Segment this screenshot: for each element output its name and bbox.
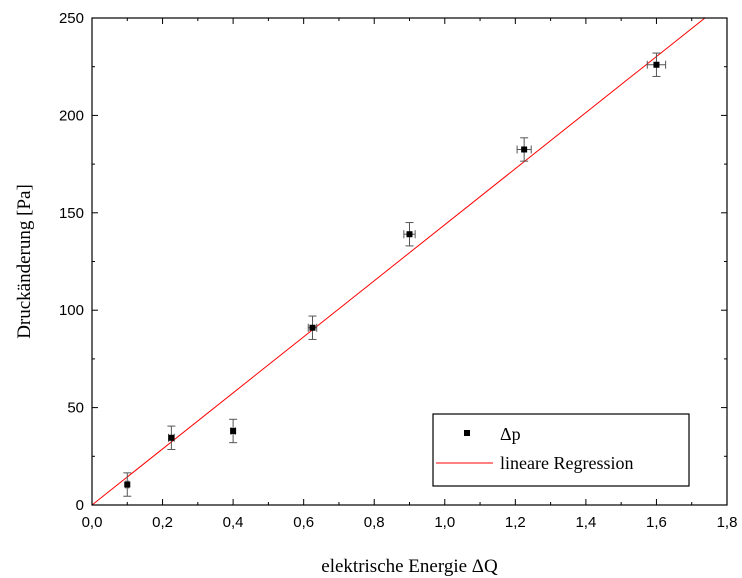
x-tick-label: 0,4 <box>223 514 244 531</box>
data-marker-square <box>230 427 237 434</box>
ticks-layer: 0,0 0,2 0,4 0,6 0,8 1,0 1,2 1,4 1,6 1,8 0 50 100 150 2… <box>59 10 737 531</box>
x-tick-label: 0,8 <box>364 514 385 531</box>
data-point <box>123 472 132 497</box>
data-point <box>229 418 238 444</box>
data-marker-square <box>406 231 413 238</box>
points-layer <box>123 52 667 497</box>
y-tick-label: 250 <box>59 10 84 27</box>
x-tick-label: 1,2 <box>505 514 526 531</box>
data-point <box>307 315 318 340</box>
x-tick-label: 0,2 <box>152 514 173 531</box>
data-marker-square <box>124 481 131 488</box>
plot-frame <box>91 17 728 506</box>
y-tick-label: 150 <box>59 205 84 222</box>
data-marker-square <box>168 434 175 441</box>
data-point <box>646 52 667 77</box>
regression-layer <box>91 17 706 506</box>
legend: Δp lineare Regression <box>432 413 690 487</box>
regression-line <box>91 17 706 506</box>
data-point <box>167 425 176 450</box>
x-tick-label: 1,8 <box>717 514 738 531</box>
data-marker-square <box>309 324 316 331</box>
legend-label-regression: lineare Regression <box>500 453 633 473</box>
data-marker-square <box>653 61 660 68</box>
x-tick-label: 1,4 <box>575 514 596 531</box>
data-point <box>403 222 416 247</box>
data-marker-square <box>521 146 528 153</box>
y-tick-label: 200 <box>59 107 84 124</box>
legend-label-dp: Δp <box>500 424 521 444</box>
x-tick-label: 0,6 <box>293 514 314 531</box>
legend-marker-square <box>464 430 470 436</box>
y-tick-label: 50 <box>67 400 84 417</box>
x-tick-label: 1,0 <box>434 514 455 531</box>
y-tick-label: 100 <box>59 302 84 319</box>
data-point <box>516 137 532 162</box>
y-axis-title: Druckänderung [Pa] <box>14 184 35 339</box>
x-tick-label: 0,0 <box>82 514 103 531</box>
x-axis-title: elektrische Energie ΔQ <box>321 556 498 577</box>
y-tick-label: 0 <box>76 497 84 514</box>
x-tick-label: 1,6 <box>646 514 667 531</box>
legend-box <box>432 413 690 487</box>
